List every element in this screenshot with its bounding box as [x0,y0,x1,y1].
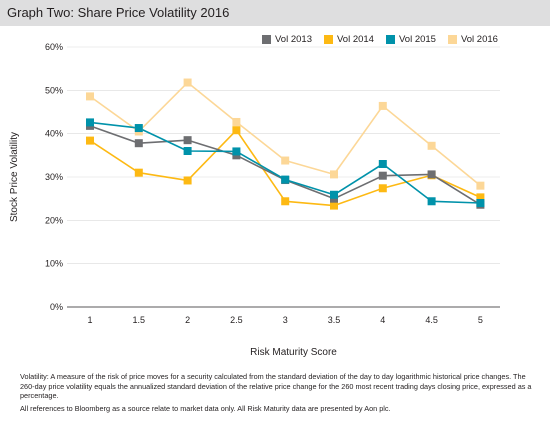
data-point-vol-2016 [427,141,436,150]
title-bar: Graph Two: Share Price Volatility 2016 [0,0,550,26]
data-point-vol-2015 [330,190,338,199]
legend-label: Vol 2016 [460,33,498,45]
data-point-vol-2014 [330,201,338,210]
x-tick-label: 5 [478,315,483,325]
data-point-vol-2014 [134,168,143,177]
data-point-vol-2015 [378,160,387,168]
series-line-vol-2016 [89,81,481,187]
x-tick-label: 1.5 [133,315,146,325]
references-note: All references to Bloomberg as a source … [20,403,391,413]
data-point-vol-2015 [427,197,436,206]
data-point-vol-2014 [86,136,94,145]
data-point-vol-2016 [378,101,387,110]
data-point-vol-2014 [281,197,290,206]
legend-swatch [323,34,333,44]
line-chart: 0% 10% 20% 30% 40% 50% 60% 1 1.5 2 2.5 3 3.5 4 4.5 5 Ris… [9,42,500,358]
data-point-vol-2013 [183,136,192,145]
data-point-vol-2015 [134,124,143,133]
x-tick-label: 3.5 [328,315,341,325]
x-tick-label: 4.5 [425,315,438,325]
legend-item: Vol 2013 [262,34,312,45]
data-point-vol-2016 [281,156,290,165]
legend-item: Vol 2014 [323,33,374,45]
data-point-vol-2014 [232,126,241,135]
legend-swatch [385,34,395,44]
legend-item: Vol 2016 [447,33,498,45]
x-axis-title: Risk Maturity Score [250,347,337,358]
y-axis-title: Stock Price Volatility [9,132,20,222]
footnotes: Volatility: A measure of the risk of pri… [20,372,535,413]
x-tick-label: 4 [380,315,385,325]
legend-swatch [262,34,271,44]
y-tick-label: 30% [45,172,63,182]
chart-title: Graph Two: Share Price Volatility 2016 [7,5,230,20]
data-point-vol-2016 [183,78,192,87]
data-point-vol-2015 [183,147,192,155]
data-point-vol-2015 [476,199,485,207]
legend-label: Vol 2015 [398,33,436,45]
data-point-vol-2014 [183,176,192,185]
y-tick-label: 60% [45,42,63,52]
y-tick-label: 10% [45,259,63,269]
data-point-vol-2016 [232,117,241,126]
data-point-vol-2013 [427,170,436,179]
legend-swatch [447,34,457,44]
y-tick-label: 40% [45,129,63,139]
data-point-vol-2016 [330,170,338,179]
legend-label: Vol 2014 [336,33,374,45]
chart-legend: Vol 2013 Vol 2014 Vol 2015 Vol 2016 [262,32,498,46]
data-point-vol-2016 [86,92,94,101]
x-tick-label: 2.5 [230,315,243,325]
data-point-vol-2014 [476,193,485,202]
volatility-note: Volatility: A measure of the risk of pri… [20,372,532,401]
data-point-vol-2014 [378,184,387,193]
x-tick-label: 1 [87,315,92,325]
data-point-vol-2016 [476,181,485,190]
x-tick-label: 2 [185,315,190,325]
legend-item: Vol 2015 [385,33,436,45]
legend-label: Vol 2013 [275,33,312,45]
data-point-vol-2015 [232,147,241,156]
y-tick-label: 0% [50,302,63,312]
data-point-vol-2013 [378,171,387,180]
y-tick-label: 50% [45,85,63,95]
data-point-vol-2015 [86,118,94,127]
data-point-vol-2013 [134,139,143,148]
data-point-vol-2015 [281,175,290,184]
x-tick-label: 3 [283,315,288,325]
y-tick-label: 20% [45,215,63,225]
